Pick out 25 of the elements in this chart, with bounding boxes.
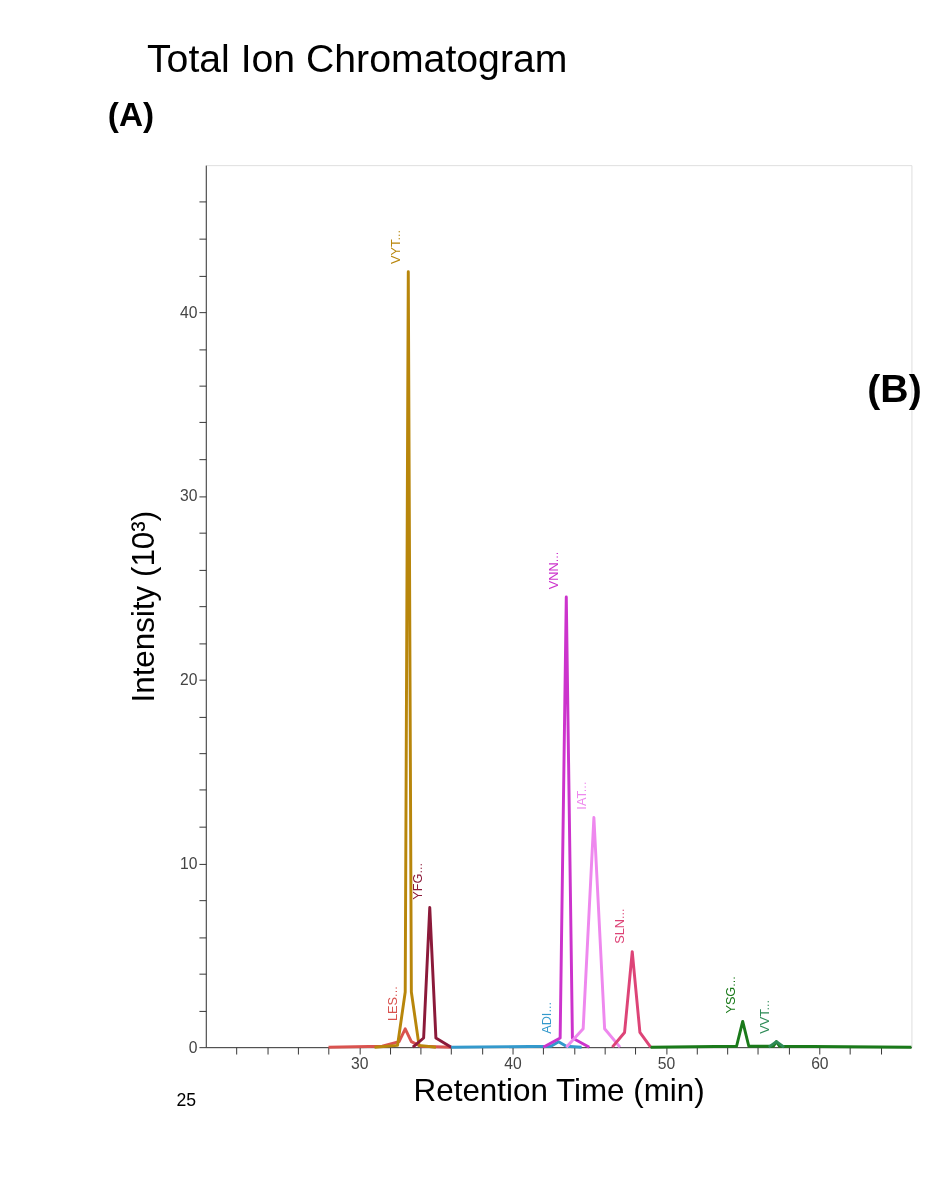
y-tick-label: 10 <box>180 854 198 872</box>
text: VVT... <box>756 999 772 1034</box>
x-tick-label: 40 <box>504 1055 523 1073</box>
y-tick-label: 0 <box>188 1038 198 1056</box>
text: ADI... <box>538 1001 554 1034</box>
x-tick-label: 50 <box>657 1055 676 1073</box>
annotation: (B) <box>867 367 922 411</box>
text: 25 <box>176 1089 197 1110</box>
line-series <box>373 270 438 1049</box>
text: IAT... <box>574 781 590 810</box>
text: YSG... <box>722 976 738 1014</box>
text: (A) <box>107 95 155 133</box>
y-tick-label: 30 <box>180 487 198 505</box>
text: LES... <box>385 986 401 1021</box>
text: SLN... <box>612 908 628 944</box>
text: VYT... <box>388 229 404 264</box>
x-tick-label: 60 <box>811 1055 829 1073</box>
text: VNN... <box>546 551 562 590</box>
y-tick-label: 40 <box>180 303 198 321</box>
x-axis-title: Retention Time (min) <box>413 1072 705 1108</box>
x-tick-label: 30 <box>350 1055 369 1073</box>
y-tick-label: 20 <box>180 671 198 689</box>
text: YFG... <box>409 862 425 900</box>
chart-title: Total Ion Chromatogram <box>147 37 568 81</box>
y-axis-title: Intensity (10³) <box>125 510 161 703</box>
